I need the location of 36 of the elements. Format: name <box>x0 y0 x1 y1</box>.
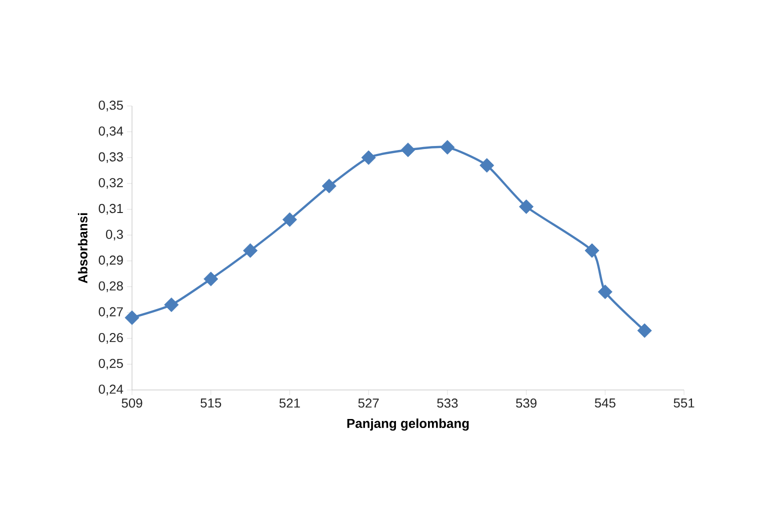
y-axis-title: Absorbansi <box>78 213 88 284</box>
y-tick-label: 0,27 <box>98 307 123 318</box>
point <box>519 199 534 214</box>
point <box>440 140 455 155</box>
point <box>322 178 336 194</box>
y-tick-label: 0,34 <box>98 126 124 138</box>
y-tick-label: 0,3 <box>106 230 123 240</box>
y-tick-label: 0,24 <box>98 384 124 396</box>
y-tick-label: 0,28 <box>98 281 123 292</box>
y-tick-label: 0,25 <box>98 358 123 370</box>
x-axis-title: Panjang gelombang <box>347 418 469 431</box>
y-tick-label: 0,35 <box>98 100 123 112</box>
x-tick-label: 527 <box>358 398 379 408</box>
y-tick-label: 0,33 <box>98 152 123 163</box>
x-tick-label: 509 <box>122 398 142 408</box>
point <box>282 212 298 227</box>
point <box>164 297 179 312</box>
point <box>204 272 218 286</box>
x-tick-label: 533 <box>437 398 458 408</box>
point <box>480 158 494 173</box>
x-tick-label: 515 <box>200 398 222 408</box>
point <box>598 284 612 300</box>
point <box>124 310 140 325</box>
point <box>400 142 416 158</box>
y-tick-label: 0,31 <box>98 204 123 215</box>
y-tick-label: 0,26 <box>98 332 123 344</box>
point <box>637 323 652 338</box>
point <box>584 243 600 258</box>
point <box>361 150 376 165</box>
x-tick-label: 545 <box>594 398 616 408</box>
y-tick-label: 0,29 <box>98 256 123 266</box>
x-tick-label: 539 <box>516 398 536 408</box>
x-tick-label: 551 <box>674 398 694 408</box>
y-tick-label: 0,32 <box>98 178 123 189</box>
point <box>243 243 258 258</box>
x-tick-label: 521 <box>279 398 300 408</box>
